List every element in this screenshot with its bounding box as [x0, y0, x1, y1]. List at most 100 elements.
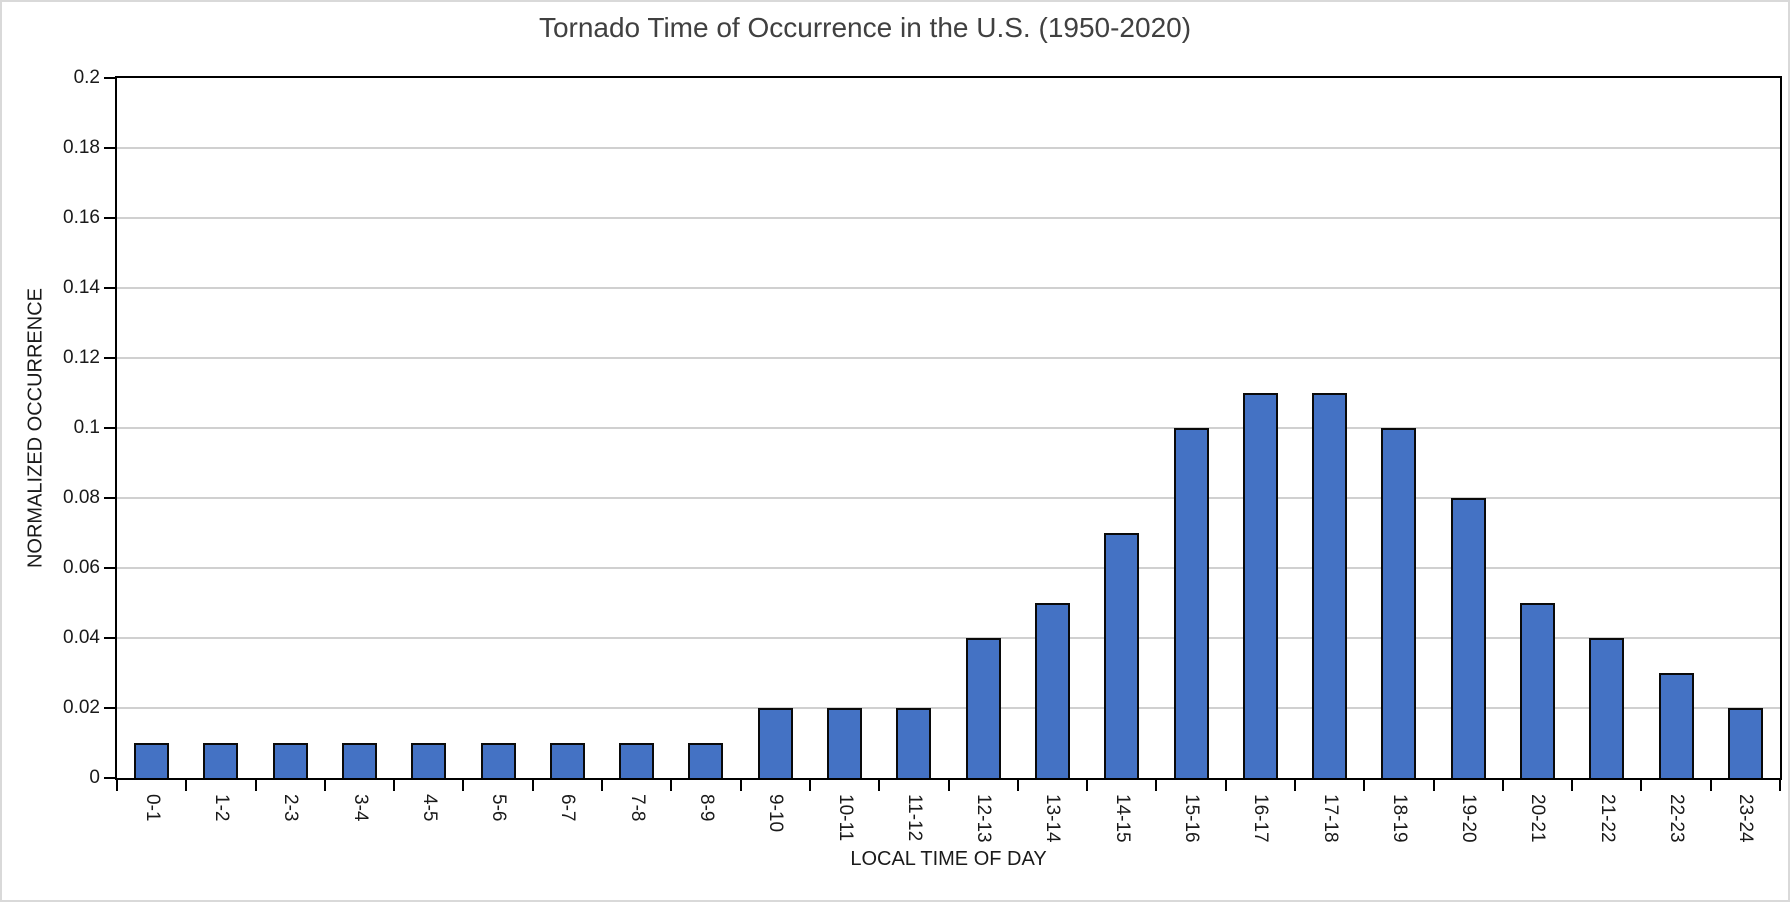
- x-tick-label: 21-22: [1596, 794, 1618, 843]
- x-axis-title: LOCAL TIME OF DAY: [850, 848, 1047, 870]
- x-tick-label: 2-3: [280, 794, 302, 822]
- x-axis-tick: [1016, 780, 1019, 791]
- bar: [1450, 498, 1486, 778]
- x-axis-tick: [1501, 780, 1504, 791]
- chart-title: Tornado Time of Occurrence in the U.S. (…: [538, 12, 1192, 43]
- y-axis-tick: [104, 497, 115, 499]
- bar: [1242, 393, 1278, 778]
- bar: [688, 743, 724, 778]
- x-tick-label: 8-9: [695, 794, 717, 822]
- x-tick-label: 7-8: [626, 794, 648, 822]
- x-axis-tick: [254, 780, 257, 791]
- x-tick-label: 19-20: [1458, 794, 1480, 843]
- x-axis-tick: [393, 780, 396, 791]
- x-tick-label: 10-11: [834, 794, 856, 842]
- y-axis-tick: [104, 287, 115, 289]
- gridline: [117, 287, 1780, 289]
- bar: [480, 743, 516, 778]
- x-axis-tick: [1779, 780, 1781, 791]
- gridline: [117, 567, 1780, 569]
- bar: [1727, 708, 1763, 778]
- bar: [757, 708, 793, 778]
- bar: [965, 638, 1001, 778]
- y-tick-label: 0.08: [63, 487, 100, 508]
- x-axis-tick: [1640, 780, 1643, 791]
- bar: [342, 743, 378, 778]
- x-tick-label: 12-13: [973, 794, 995, 843]
- x-tick-label: 1-2: [210, 794, 232, 822]
- x-axis-tick: [185, 780, 188, 791]
- x-tick-label: 14-15: [1111, 794, 1133, 843]
- y-tick-label: 0.04: [63, 627, 100, 648]
- y-tick-label: 0.18: [63, 137, 100, 158]
- y-tick-label: 0.14: [63, 277, 100, 298]
- plot-area: [115, 76, 1782, 780]
- x-axis-tick: [1432, 780, 1435, 791]
- bar: [896, 708, 932, 778]
- bar: [1173, 428, 1209, 778]
- y-axis-tick: [104, 427, 115, 429]
- x-axis-tick: [1086, 780, 1089, 791]
- x-axis-tick: [1224, 780, 1227, 791]
- y-axis-tick: [104, 147, 115, 149]
- bar: [1519, 603, 1555, 778]
- y-tick-label: 0.06: [63, 557, 100, 578]
- x-tick-label: 17-18: [1319, 794, 1341, 843]
- x-tick-label: 13-14: [1042, 794, 1064, 843]
- y-tick-label: 0.12: [63, 347, 100, 368]
- x-axis-tick: [601, 780, 604, 791]
- x-axis-tick: [1155, 780, 1158, 791]
- x-tick-label: 9-10: [765, 794, 787, 833]
- x-tick-label: 18-19: [1388, 794, 1410, 843]
- y-axis-tick: [104, 637, 115, 639]
- x-axis-tick: [116, 780, 118, 791]
- x-axis-tick: [1293, 780, 1296, 791]
- x-axis-tick: [947, 780, 950, 791]
- bar: [411, 743, 447, 778]
- x-tick-label: 20-21: [1527, 794, 1549, 843]
- x-axis-tick: [462, 780, 465, 791]
- bar: [1658, 673, 1694, 778]
- x-axis-tick: [808, 780, 811, 791]
- gridline: [117, 147, 1780, 149]
- x-tick-label: 22-23: [1666, 794, 1688, 843]
- gridline: [117, 637, 1780, 639]
- bar: [549, 743, 585, 778]
- y-axis-tick: [104, 777, 115, 779]
- bar: [619, 743, 655, 778]
- y-axis-tick: [104, 707, 115, 709]
- x-axis-tick: [323, 780, 326, 791]
- x-axis-tick: [1363, 780, 1366, 791]
- gridline: [117, 217, 1780, 219]
- y-tick-label: 0.2: [73, 67, 100, 88]
- bar: [272, 743, 308, 778]
- gridline: [117, 357, 1780, 359]
- y-tick-label: 0: [89, 767, 100, 788]
- bar: [1104, 533, 1140, 778]
- y-axis-tick: [104, 567, 115, 569]
- x-tick-label: 16-17: [1250, 794, 1272, 843]
- x-tick-label: 11-12: [903, 794, 925, 842]
- x-axis-tick: [1709, 780, 1712, 791]
- bar: [1312, 393, 1348, 778]
- y-axis-tick: [104, 357, 115, 359]
- y-tick-label: 0.16: [63, 207, 100, 228]
- bar: [1034, 603, 1070, 778]
- x-axis-tick: [739, 780, 742, 791]
- x-tick-label: 5-6: [488, 794, 510, 822]
- y-axis-tick: [104, 77, 115, 79]
- x-tick-label: 3-4: [349, 794, 371, 822]
- x-tick-label: 0-1: [141, 794, 163, 822]
- x-tick-label: 23-24: [1735, 794, 1757, 843]
- x-axis-tick: [670, 780, 673, 791]
- bar: [134, 743, 170, 778]
- bar: [827, 708, 863, 778]
- x-tick-label: 15-16: [1181, 794, 1203, 843]
- x-axis-tick: [1571, 780, 1574, 791]
- gridline: [117, 427, 1780, 429]
- y-axis-tick: [104, 217, 115, 219]
- bar: [203, 743, 239, 778]
- gridline: [117, 497, 1780, 499]
- bar: [1381, 428, 1417, 778]
